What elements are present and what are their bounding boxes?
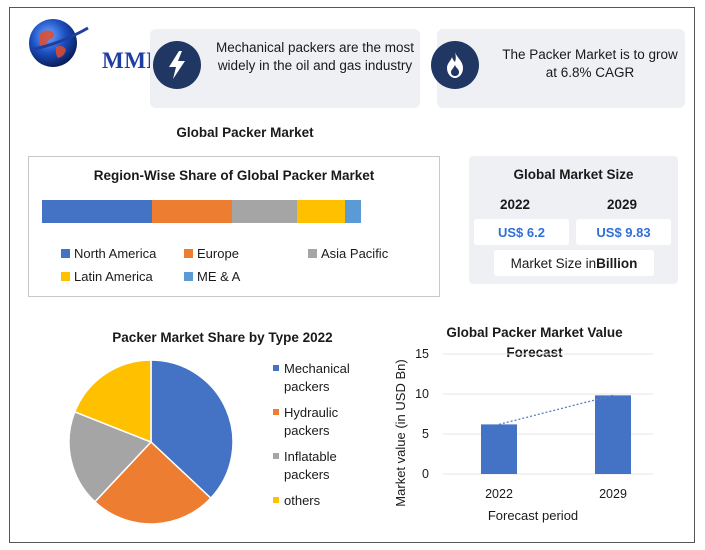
pie-legend-label: Inflatable packers <box>284 449 337 482</box>
forecast-bar-chart: 0 5 10 15 2022 2029 Forecast period Market valu… <box>393 347 653 523</box>
market-size-note-prefix: Market Size in <box>510 255 597 271</box>
legend-label: Latin America <box>74 269 153 284</box>
forecast-bar-2029 <box>595 395 631 474</box>
y-tick-label: 0 <box>422 467 429 481</box>
region-stacked-bar <box>42 200 361 223</box>
market-size-panel: Global Market Size 2022 2029 US$ 6.2 US$… <box>469 156 678 284</box>
region-legend-item: Latin America <box>61 269 153 284</box>
region-legend-item: Europe <box>184 246 239 261</box>
pie-legend-swatch <box>273 409 279 415</box>
region-share-panel: Region-Wise Share of Global Packer Marke… <box>28 156 440 297</box>
pie-legend-swatch <box>273 365 279 371</box>
infographic-frame <box>9 7 695 543</box>
main-title: Global Packer Market <box>176 125 314 140</box>
region-legend-item: Asia Pacific <box>308 246 388 261</box>
fact-text: Mechanical packers are the most widely i… <box>215 40 415 73</box>
pie-legend-swatch <box>273 453 279 459</box>
region-bar-segment-asia-pacific <box>232 200 297 223</box>
legend-label: North America <box>74 246 157 261</box>
legend-swatch <box>184 272 193 281</box>
market-size-title: Global Market Size <box>513 167 634 182</box>
forecast-chart-title: Global Packer Market Value Forecast <box>446 325 623 360</box>
legend-swatch <box>184 249 193 258</box>
mmr-logo: MMR <box>26 14 163 73</box>
region-bar-segment-latin-america <box>296 200 345 223</box>
y-tick-label: 15 <box>415 347 429 361</box>
x-tick-label: 2022 <box>485 487 513 501</box>
legend-swatch <box>61 249 70 258</box>
pie-chart: Mechanical packers Hydraulic packers Inflata… <box>68 359 350 525</box>
flame-icon <box>431 41 479 89</box>
x-axis-label: Forecast period <box>488 508 578 523</box>
region-legend-item: North America <box>61 246 156 261</box>
market-size-value-2022: US$ 6.2 <box>474 219 569 245</box>
pie-legend-label: others <box>284 493 321 508</box>
globe-logo-icon <box>29 19 89 67</box>
legend-label: Europe <box>197 246 239 261</box>
pie-legend-label: Mechanical packers <box>284 361 350 394</box>
forecast-bar-2022 <box>481 424 517 474</box>
pie-slice-mechanical-packers <box>150 359 234 500</box>
lightning-bolt-icon <box>153 41 201 89</box>
region-legend-item: ME & A <box>184 269 240 284</box>
legend-swatch <box>61 272 70 281</box>
fact-card-cagr: The Packer Market is to grow at 6.8% CAG… <box>431 29 685 108</box>
region-chart-title: Region-Wise Share of Global Packer Marke… <box>93 168 375 183</box>
region-bar-segment-north-america <box>42 200 152 223</box>
market-size-value-2029: US$ 9.83 <box>576 219 671 245</box>
market-size-year-2022: 2022 <box>500 197 531 212</box>
y-tick-label: 10 <box>415 387 429 401</box>
legend-swatch <box>308 249 317 258</box>
market-size-note-unit: Billion <box>596 255 638 271</box>
market-size-note: Market Size in Billion <box>494 250 654 276</box>
y-axis-label: Market value (in USD Bn) <box>393 359 408 506</box>
legend-label: ME & A <box>197 269 241 284</box>
region-bar-segment-me-a <box>344 200 361 223</box>
pie-slice-hydraulic-packers <box>93 440 212 525</box>
x-tick-label: 2029 <box>599 487 627 501</box>
y-tick-label: 5 <box>422 427 429 441</box>
pie-chart-title: Packer Market Share by Type 2022 <box>112 330 333 345</box>
legend-label: Asia Pacific <box>321 246 389 261</box>
pie-legend-label: Hydraulic packers <box>284 405 339 438</box>
fact-text: The Packer Market is to grow at 6.8% CAG… <box>502 47 678 80</box>
market-size-year-2029: 2029 <box>607 197 638 212</box>
pie-legend-swatch <box>273 497 279 503</box>
pie-slice-others <box>73 359 152 444</box>
region-bar-segment-europe <box>151 200 233 223</box>
fact-card-mechanical: Mechanical packers are the most widely i… <box>150 29 420 108</box>
